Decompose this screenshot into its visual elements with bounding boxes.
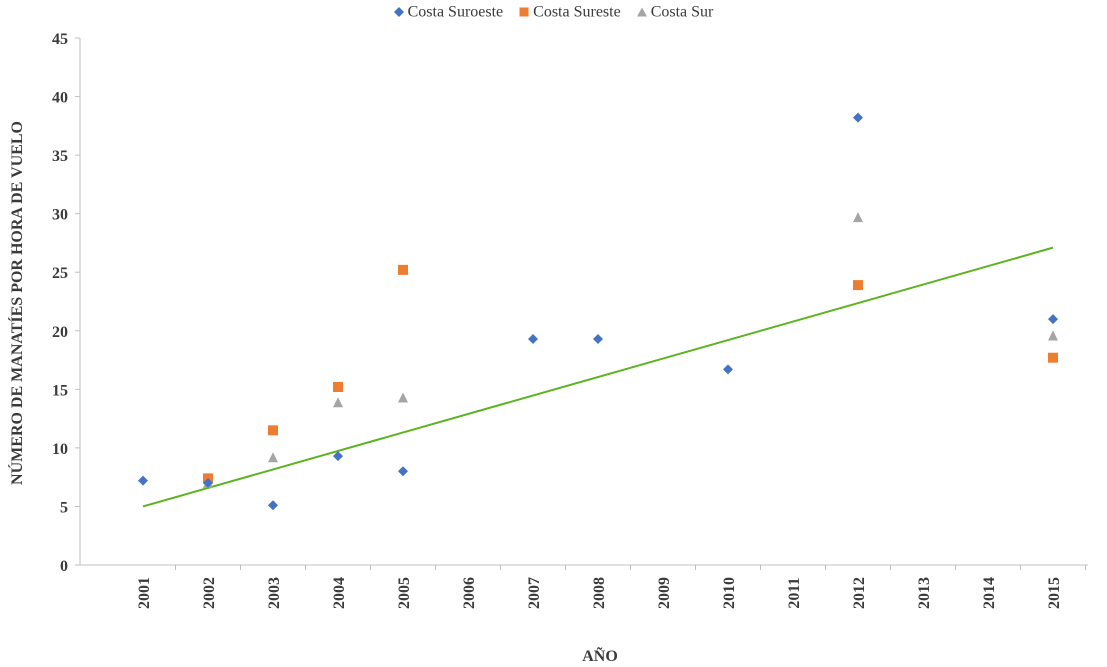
y-axis-title: NÚMERO DE MANATÍES POR HORA DE VUELO	[9, 121, 26, 485]
x-tick-label: 2011	[786, 577, 803, 608]
data-point-costa-sur	[398, 392, 408, 403]
diamond-marker-icon	[393, 7, 404, 18]
y-tick-label: 30	[52, 207, 68, 224]
data-point-costa-sureste	[333, 381, 343, 392]
data-point-costa-suroeste	[1048, 314, 1058, 325]
x-tick-label: 2007	[526, 577, 543, 609]
data-point-costa-sureste	[853, 280, 863, 291]
y-tick-label: 45	[52, 31, 68, 48]
data-point-costa-sur	[268, 452, 278, 463]
data-point-costa-sur	[1048, 330, 1058, 341]
legend-item-costa-sur: Costa Sur	[636, 3, 714, 21]
data-point-costa-sureste	[268, 425, 278, 436]
x-tick-label: 2002	[201, 577, 218, 609]
square-marker-icon	[519, 7, 529, 17]
x-tick-label: 2013	[916, 577, 933, 609]
legend-label-costa-suroeste: Costa Suroeste	[407, 3, 504, 21]
y-tick-label: 0	[60, 558, 68, 575]
data-point-costa-sur	[333, 397, 343, 408]
x-tick-label: 2006	[461, 577, 478, 609]
data-point-costa-suroeste	[333, 451, 343, 462]
data-point-costa-sur	[853, 212, 863, 223]
y-tick-label: 5	[60, 499, 68, 516]
x-tick-label: 2012	[851, 577, 868, 609]
trendline	[142, 246, 1054, 508]
data-point-costa-suroeste	[398, 466, 408, 477]
y-tick-label: 40	[52, 90, 68, 107]
y-tick-label: 20	[52, 324, 68, 341]
x-tick-label: 2003	[266, 577, 283, 609]
data-point-costa-suroeste	[528, 333, 538, 344]
data-point-costa-suroeste	[138, 475, 148, 486]
data-point-costa-suroeste	[723, 364, 733, 375]
x-tick-label: 2004	[331, 577, 348, 609]
data-point-costa-suroeste	[203, 478, 213, 489]
data-point-costa-suroeste	[268, 500, 278, 511]
data-point-costa-sureste	[1048, 352, 1058, 363]
x-tick-label: 2009	[656, 577, 673, 609]
y-tick-label: 10	[52, 441, 68, 458]
data-point-costa-suroeste	[853, 112, 863, 123]
x-tick-label: 2008	[591, 577, 608, 609]
x-tick-label: 2015	[1046, 577, 1063, 609]
triangle-marker-icon	[636, 7, 647, 17]
y-tick-label: 15	[52, 382, 68, 399]
x-axis-title: AÑO	[582, 648, 618, 665]
legend-label-costa-sur: Costa Sur	[650, 3, 714, 21]
legend-item-costa-sureste: Costa Sureste	[519, 3, 621, 21]
legend-item-costa-suroeste: Costa Suroeste	[393, 3, 504, 21]
x-tick-label: 2010	[721, 577, 738, 609]
x-tick-label: 2005	[396, 577, 413, 609]
legend-label-costa-sureste: Costa Sureste	[533, 3, 621, 21]
x-tick-label: 2014	[981, 577, 998, 609]
data-point-costa-suroeste	[593, 333, 603, 344]
legend: Costa Suroeste Costa Sureste Costa Sur	[0, 3, 1107, 21]
y-tick-label: 25	[52, 265, 68, 282]
x-tick-label: 2001	[136, 577, 153, 609]
data-point-costa-sureste	[398, 264, 408, 275]
y-tick-label: 35	[52, 148, 68, 165]
